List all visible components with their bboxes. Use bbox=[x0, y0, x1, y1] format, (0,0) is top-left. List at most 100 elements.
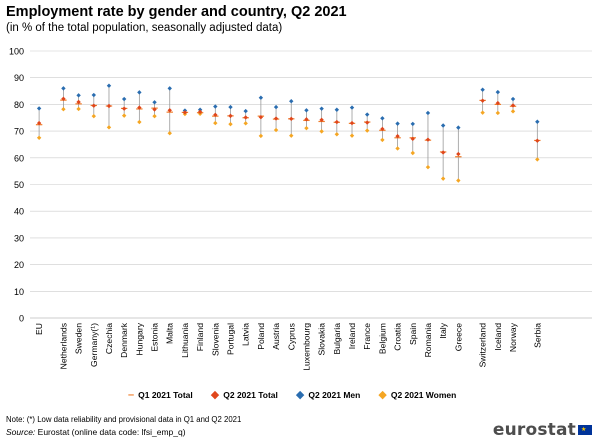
x-category-label: Luxembourg bbox=[301, 323, 311, 371]
x-category-label: Greece bbox=[453, 323, 463, 351]
legend-item-q2-men[interactable]: ◆ Q2 2021 Men bbox=[296, 390, 361, 401]
q2-men-point bbox=[380, 116, 385, 121]
q2-men-point bbox=[395, 121, 400, 126]
x-category-label: Croatia bbox=[393, 323, 403, 351]
y-tick-label: 60 bbox=[14, 153, 24, 163]
q2-men-point bbox=[228, 104, 233, 110]
legend-item-q2-women[interactable]: ◆ Q2 2021 Women bbox=[378, 389, 457, 401]
q2-total-point bbox=[425, 137, 431, 142]
q2-total-point bbox=[319, 117, 324, 123]
q2-total-point bbox=[456, 151, 461, 157]
q2-women-point bbox=[76, 106, 81, 112]
q2-men-point bbox=[137, 90, 142, 95]
q2-women-point bbox=[121, 113, 127, 118]
q2-women-point bbox=[425, 164, 431, 170]
q2-men-point bbox=[440, 123, 446, 128]
logo-text: eurostat bbox=[492, 420, 576, 440]
x-category-label: Italy bbox=[438, 322, 448, 338]
y-tick-label: 10 bbox=[14, 287, 24, 297]
q2-total-point bbox=[167, 108, 172, 113]
y-tick-label: 90 bbox=[14, 73, 24, 83]
q2-women-point bbox=[167, 131, 172, 136]
q2-men-point bbox=[456, 125, 461, 130]
q2-women-point bbox=[535, 157, 540, 162]
x-category-label: Poland bbox=[256, 323, 266, 350]
legend-label-q2-men: Q2 2021 Men bbox=[308, 390, 361, 400]
q2-women-point bbox=[258, 133, 264, 139]
q2-total-point bbox=[106, 103, 112, 109]
eu-flag-icon bbox=[578, 425, 592, 435]
q2-total-point bbox=[365, 120, 370, 125]
x-category-label: Portugal bbox=[225, 323, 235, 355]
q2-men-point bbox=[535, 119, 540, 124]
x-category-label: Latvia bbox=[241, 323, 251, 346]
page-subtitle: (in % of the total population, seasonall… bbox=[6, 22, 283, 34]
q2-men-point bbox=[243, 108, 248, 114]
x-category-label: Belgium bbox=[377, 323, 387, 354]
q2-men-point bbox=[61, 86, 66, 91]
x-category-label: Finland bbox=[195, 323, 205, 351]
q2-men-point bbox=[510, 96, 516, 102]
x-category-label: France bbox=[362, 323, 372, 350]
q2-men-point bbox=[76, 93, 81, 98]
source-text: Eurostat (online data code: lfsi_emp_q) bbox=[35, 427, 186, 437]
q2-women-point bbox=[456, 178, 461, 183]
x-category-label: Slovakia bbox=[317, 323, 327, 356]
q2-total-point bbox=[380, 126, 385, 132]
q2-men-point bbox=[319, 106, 324, 111]
q2-women-point bbox=[319, 129, 324, 134]
q2-men-point bbox=[495, 89, 501, 95]
q2-women-point bbox=[334, 132, 340, 137]
x-category-label: Estonia bbox=[150, 323, 160, 352]
footnote: Note: (*) Low data reliability and provi… bbox=[6, 415, 242, 424]
q2-women-point bbox=[91, 113, 96, 119]
q2-total-point bbox=[495, 100, 501, 106]
q2-total-point bbox=[410, 136, 415, 142]
legend-label-q2-total: Q2 2021 Total bbox=[223, 390, 278, 400]
x-category-label: Serbia bbox=[532, 323, 542, 348]
x-category-label: Sweden bbox=[74, 323, 84, 354]
q2-men-point bbox=[258, 95, 264, 100]
q2-women-point bbox=[395, 146, 400, 151]
q2-women-point bbox=[137, 119, 142, 125]
x-category-label: Bulgaria bbox=[332, 323, 342, 355]
x-category-label: Romania bbox=[423, 323, 433, 358]
q2-total-point bbox=[480, 98, 485, 103]
q2-men-point bbox=[91, 92, 96, 98]
q2-women-point bbox=[440, 176, 446, 181]
q2-total-point bbox=[243, 115, 248, 120]
q2-total-point bbox=[76, 99, 81, 105]
q2-men-point bbox=[213, 104, 218, 109]
q2-women-point bbox=[61, 107, 66, 112]
q2-total-point bbox=[137, 105, 142, 110]
q2-men-point bbox=[152, 100, 157, 105]
legend-label-q1-total: Q1 2021 Total bbox=[138, 390, 193, 400]
source-line: Source: Eurostat (online data code: lfsi… bbox=[6, 427, 186, 437]
legend-label-q2-women: Q2 2021 Women bbox=[390, 390, 457, 400]
q2-women-point bbox=[510, 109, 516, 114]
y-tick-label: 40 bbox=[14, 207, 24, 217]
q2-women-point bbox=[213, 120, 218, 126]
q2-total-point bbox=[213, 112, 218, 118]
diamond-icon: ◆ bbox=[378, 389, 387, 401]
q2-women-point bbox=[480, 110, 485, 115]
diamond-icon: ◆ bbox=[210, 389, 220, 401]
q2-total-point bbox=[197, 109, 203, 115]
legend-item-q2-total[interactable]: ◆ Q2 2021 Total bbox=[210, 389, 278, 401]
x-category-label: Lithuania bbox=[180, 323, 190, 358]
q2-total-point bbox=[395, 133, 400, 139]
q2-men-point bbox=[289, 98, 294, 104]
x-category-label: Netherlands bbox=[58, 323, 68, 369]
q2-women-point bbox=[349, 133, 355, 138]
q2-men-point bbox=[349, 105, 355, 110]
dash-icon: – bbox=[128, 389, 135, 401]
q2-women-point bbox=[273, 127, 279, 133]
q2-men-point bbox=[36, 106, 42, 111]
legend-item-q1-total[interactable]: – Q1 2021 Total bbox=[128, 389, 193, 401]
q2-men-point bbox=[425, 110, 431, 116]
q2-men-point bbox=[365, 112, 370, 117]
q2-women-point bbox=[36, 135, 42, 140]
y-tick-label: 80 bbox=[14, 100, 24, 110]
x-category-label: Malta bbox=[165, 323, 175, 344]
q2-men-point bbox=[304, 108, 309, 113]
